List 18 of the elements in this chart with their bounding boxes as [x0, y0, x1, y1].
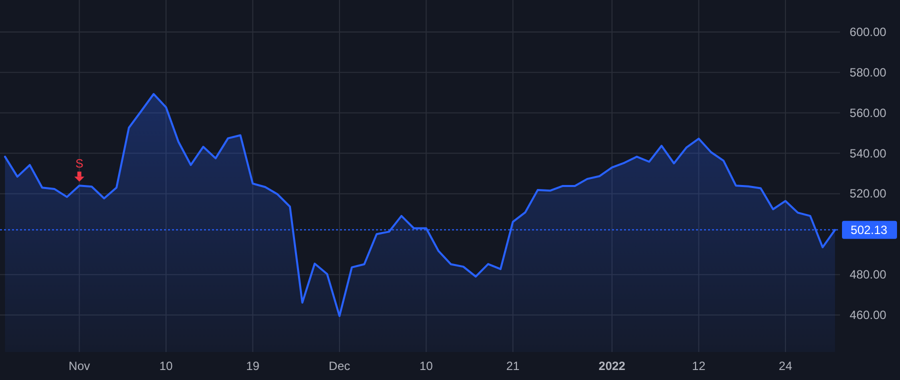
y-tick-label: 560.00: [850, 106, 887, 120]
y-tick-label: 480.00: [850, 268, 887, 282]
x-tick-label: 12: [692, 359, 706, 373]
x-tick-label: 10: [159, 359, 174, 373]
x-tick-label: 24: [778, 359, 792, 373]
x-tick-label: 19: [246, 359, 260, 373]
y-tick-label: 600.00: [850, 24, 887, 39]
x-tick-label: 10: [420, 359, 434, 373]
ref-line-label: 502.13: [850, 222, 888, 237]
y-tick-label: 520.00: [850, 186, 887, 201]
x-tick-label: 2022: [598, 359, 626, 373]
annotation: S: [75, 156, 84, 171]
y-tick-label: 580.00: [850, 65, 887, 80]
x-tick-label: Nov: [68, 359, 90, 373]
y-tick-label: 540.00: [850, 146, 887, 160]
y-tick-label: 460.00: [850, 308, 887, 322]
x-tick-label: Dec: [328, 359, 350, 373]
x-tick-label: 21: [506, 359, 520, 373]
